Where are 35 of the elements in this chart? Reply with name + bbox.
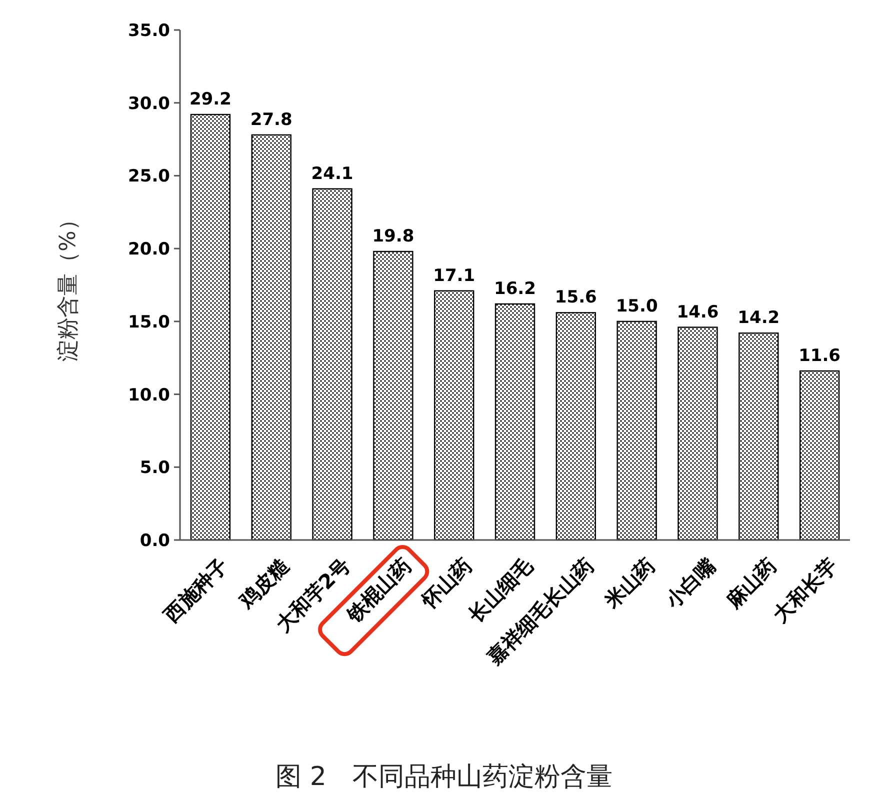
text: 图 2 不同品种山药淀粉含量: [276, 762, 612, 792]
data-label: 29.2: [189, 90, 232, 110]
bar: [373, 250, 414, 541]
bar: [556, 312, 596, 541]
y-tick-label: 0.0: [140, 531, 170, 551]
data-label: 14.2: [738, 308, 780, 328]
bar: [678, 326, 718, 541]
bar: [312, 188, 352, 541]
y-axis-title: 淀粉含量（%）: [56, 208, 81, 362]
bar: [251, 134, 292, 541]
bar: [434, 290, 474, 541]
data-label: 19.8: [372, 226, 414, 246]
bar: [738, 332, 779, 541]
y-tick-label: 25.0: [128, 166, 170, 187]
bar: [494, 303, 536, 541]
data-label: 11.6: [798, 346, 841, 366]
y-tick-label: 15.0: [128, 312, 170, 332]
data-label: 15.6: [554, 288, 597, 308]
y-tick-label: 10.0: [128, 385, 170, 406]
y-tick-label: 30.0: [128, 94, 170, 114]
y-tick-label: 20.0: [128, 240, 170, 260]
data-label: 16.2: [494, 278, 536, 299]
y-tick-label: 35.0: [128, 21, 170, 41]
bar: [799, 370, 840, 541]
data-label: 24.1: [311, 164, 354, 184]
x-tick-label: 米山药: [599, 553, 660, 614]
bar: [190, 114, 231, 541]
x-tick-label: 小白嘴: [660, 553, 720, 614]
data-label: 27.8: [250, 110, 292, 130]
data-label: 15.0: [616, 296, 658, 316]
x-tick-label: 西施种子: [158, 553, 233, 628]
data-label: 17.1: [433, 266, 476, 286]
bar: [616, 320, 657, 541]
y-tick-label: 5.0: [140, 458, 170, 478]
data-label: 14.6: [676, 302, 719, 322]
